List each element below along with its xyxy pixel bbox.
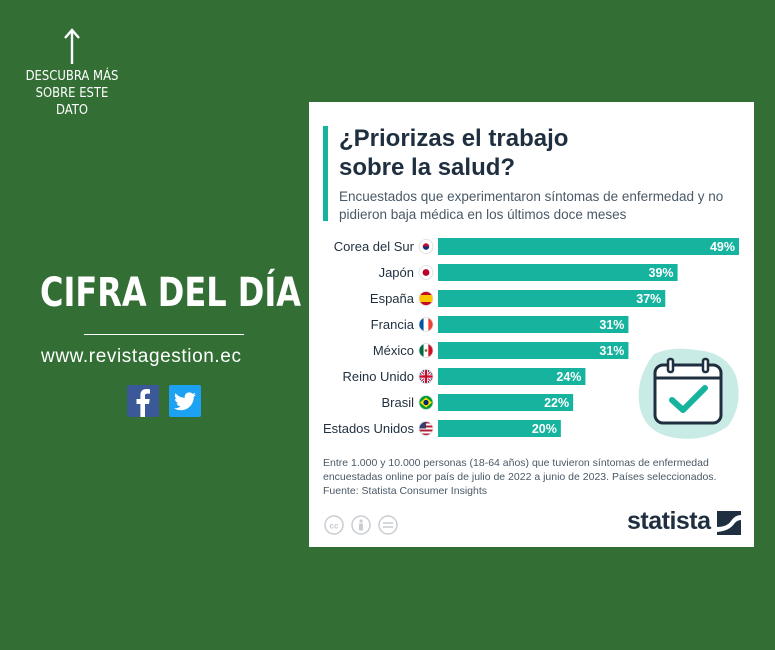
facebook-button[interactable] [127, 385, 159, 417]
arrow-up-icon [64, 28, 80, 64]
infographic-card: ¿Priorizas el trabajo sobre la salud? En… [309, 102, 754, 547]
facebook-icon [136, 389, 150, 417]
twitter-icon [174, 392, 196, 411]
category-label: México [373, 343, 414, 358]
uk-flag-icon [418, 369, 434, 384]
bar [438, 238, 739, 255]
bar [438, 394, 574, 411]
chart-notes: Entre 1.000 y 10.000 personas (18-64 año… [323, 457, 748, 499]
category-label: Brasil [381, 395, 414, 410]
france-flag-icon [418, 317, 434, 332]
bar-row-4: México 31% [373, 342, 629, 359]
cc-icon: cc [324, 515, 344, 535]
category-label: España [370, 291, 415, 306]
no-derivatives-icon [378, 515, 398, 535]
value-label: 31% [599, 344, 624, 358]
bar-chart: Corea del Sur 49% Japón 39% España 37% Francia… [323, 238, 739, 437]
twitter-button[interactable] [169, 385, 201, 417]
headline: CIFRA DEL DÍA [40, 270, 301, 316]
source-note: Fuente: Statista Consumer Insights [323, 485, 487, 497]
bar [438, 420, 561, 437]
chart-title-line-1: ¿Priorizas el trabajo [339, 125, 569, 152]
brazil-flag-icon [418, 395, 434, 410]
chart-subtitle: Encuestados que experimentaron síntomas … [339, 189, 724, 222]
title-accent-bar [323, 126, 328, 221]
category-label: Francia [371, 317, 415, 332]
value-label: 24% [556, 370, 581, 384]
left-panel: DESCUBRA MÁS SOBRE ESTE DATO CIFRA DEL D… [0, 0, 301, 650]
methodology-note: Entre 1.000 y 10.000 personas (18-64 año… [323, 457, 717, 483]
value-label: 37% [636, 292, 661, 306]
value-label: 39% [649, 266, 674, 280]
mexico-flag-icon [418, 343, 434, 358]
bar [438, 368, 586, 385]
license-icons[interactable]: cc [323, 514, 403, 538]
cta-line-2: SOBRE ESTE [35, 85, 109, 101]
bar-row-2: España 37% [370, 290, 666, 307]
cta-text[interactable]: DESCUBRA MÁS SOBRE ESTE DATO [24, 68, 120, 119]
value-label: 49% [710, 240, 735, 254]
statista-logo-text[interactable]: statista [627, 507, 711, 535]
calendar-check-icon [638, 348, 739, 439]
bar-row-0: Corea del Sur 49% [334, 238, 739, 255]
category-label: Reino Unido [342, 369, 414, 384]
value-label: 20% [532, 422, 557, 436]
category-label: Japón [379, 265, 414, 280]
chart-title: ¿Priorizas el trabajo sobre la salud? [339, 124, 568, 182]
usa-flag-icon [418, 421, 434, 436]
cta-line-1: DESCUBRA MÁS [25, 68, 119, 84]
category-label: Estados Unidos [323, 421, 415, 436]
divider [84, 334, 244, 335]
south-korea-flag-icon [418, 239, 434, 254]
value-label: 22% [544, 396, 569, 410]
bar [438, 264, 678, 281]
bar-row-6: Brasil 22% [381, 394, 574, 411]
statista-logo-icon [717, 511, 741, 535]
chart-title-line-2: sobre la salud? [339, 154, 516, 181]
cta-line-3: DATO [55, 102, 89, 118]
bar [438, 316, 629, 333]
category-label: Corea del Sur [334, 239, 415, 254]
japan-flag-icon [418, 265, 434, 280]
bar-row-1: Japón 39% [379, 264, 678, 281]
value-label: 31% [599, 318, 624, 332]
bar [438, 290, 666, 307]
website-link[interactable]: www.revistagestion.ec [41, 346, 242, 367]
bar-row-5: Reino Unido 24% [342, 368, 586, 385]
attribution-icon [351, 515, 371, 535]
bar [438, 342, 629, 359]
bar-row-7: Estados Unidos 20% [323, 420, 561, 437]
bar-row-3: Francia 31% [371, 316, 629, 333]
spain-flag-icon [418, 291, 434, 306]
svg-text:cc: cc [330, 522, 339, 531]
